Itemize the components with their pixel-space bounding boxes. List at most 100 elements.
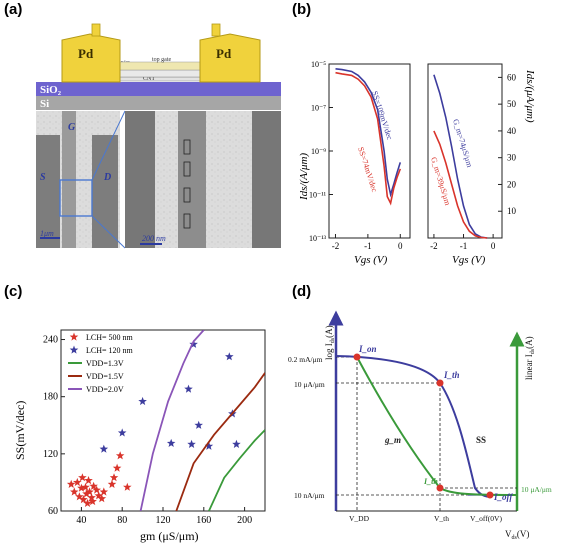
c-star-blue (187, 439, 196, 448)
c-star-red (109, 473, 119, 482)
b-left-ytick-label: 10⁻¹³ (309, 234, 327, 243)
b-right-ylabel: Ids/(μA/μm) (524, 69, 536, 123)
b-left-xlabel: Vgs (V) (354, 254, 388, 266)
top-gate (119, 61, 201, 71)
c-legend-label: LCH= 120 nm (86, 346, 134, 355)
b-left-xtick-label: 0 (398, 241, 403, 251)
device-cross-section: SiO₂ Si CNT HfO₂ top gate Pd Pd (36, 23, 281, 110)
d-label-ith-upper: I_th (443, 370, 460, 380)
d-ytick-ioff: 10 nA/μm (294, 491, 325, 500)
d-label-gm: g_m (384, 435, 401, 445)
b-right-series-red (433, 130, 488, 239)
zoom-box (59, 179, 93, 217)
panel-c: (c) 40 80 120 160 200 60 120 180 240 LCH= 500 nm L… (4, 283, 266, 543)
sem-image-right: 200 nm (125, 111, 281, 248)
c-ylabel: SS(mV/dec) (13, 401, 27, 460)
b-right-xtick-label: -1 (460, 241, 468, 251)
cnt-box-1 (183, 139, 191, 155)
d-label-ion: I_on (358, 344, 377, 354)
c-star-red (87, 493, 96, 502)
b-left-series-blue (335, 68, 402, 198)
scale-label-left: 1μm (40, 229, 54, 238)
c-ytick-label: 240 (43, 335, 58, 346)
c-star-red (115, 451, 125, 460)
c-star-red (123, 482, 132, 491)
cnt-layer (109, 76, 211, 82)
d-xtick-voff: V_off(0V) (470, 514, 502, 523)
panel-d: (d) I_on I_th I_th I_off g_m SS 0 (288, 283, 552, 541)
d-xlabel: Vds(V) (505, 529, 529, 541)
b-right-xtick-label: 0 (491, 241, 496, 251)
c-star-red (99, 487, 109, 496)
c-star-red (66, 479, 76, 488)
b-right-ytick-label: 20 (507, 179, 517, 189)
sem-electrode-left (125, 111, 155, 248)
c-ytick-label: 120 (43, 449, 58, 460)
d-xtick-vdd: V_DD (349, 514, 370, 523)
b-left-series-red (335, 71, 402, 206)
pd-pad-left (61, 33, 121, 83)
c-star-red (73, 477, 82, 487)
c-xlabel: gm (μS/μm) (140, 529, 199, 543)
panel-a: (a) SiO₂ Si CNT HfO₂ top gate Pd Pd (4, 1, 281, 249)
c-star-blue (232, 439, 241, 448)
d-gm-curve (356, 356, 518, 496)
sio2-label: SiO₂ (40, 84, 62, 96)
sio2-layer (36, 82, 281, 96)
cnt-box-4 (183, 213, 191, 229)
c-star-red (82, 489, 91, 498)
sem-image-left: G S D 1μm (36, 111, 120, 248)
b-right-series-blue (433, 74, 488, 239)
d-log-curve (335, 355, 493, 498)
b-left-annot-blue: SS=109mV/dec (370, 90, 394, 141)
pd-label-left: Pd (78, 46, 94, 61)
source-electrode (36, 135, 60, 248)
cnt-box-3 (183, 187, 191, 203)
panel-label-d: (d) (292, 283, 311, 300)
d-label-ith-lower: I_th (423, 477, 438, 486)
sem-gate (178, 111, 206, 248)
c-star-blue (184, 384, 193, 393)
c-xtick-label: 40 (76, 515, 86, 526)
c-xtick-label: 120 (156, 515, 171, 526)
panel-label-c: (c) (4, 283, 22, 300)
b-right-xlabel: Vgs (V) (452, 254, 486, 266)
gate-label: G (68, 122, 76, 133)
b-right-annot-red: G_m=39μS/μm (429, 156, 452, 207)
b-left-ytick-label: 10⁻⁹ (311, 147, 326, 156)
c-star-red (83, 498, 92, 507)
drain-label: D (103, 172, 111, 183)
d-point-ioff (486, 491, 494, 499)
si-layer (36, 96, 281, 110)
c-star-red (77, 483, 86, 492)
b-right-xtick-label: -2 (430, 241, 438, 251)
pd-right-stem (211, 23, 221, 37)
panel-b: (b) 10⁻¹³ 10⁻¹¹ 10⁻⁹ 10⁻⁷ 10⁻⁵ -2 -1 0 SS=109mV/… (292, 1, 536, 266)
b-right-ytick-label: 10 (507, 206, 517, 216)
c-star-red (94, 491, 103, 500)
b-left-xtick-label: -2 (332, 241, 340, 251)
c-star-blue (204, 441, 214, 450)
pd-left-stem (91, 23, 101, 37)
c-legend-marker (69, 345, 79, 354)
c-star-red (70, 487, 79, 496)
b-right-frame (427, 63, 503, 239)
b-left-xtick-label: -1 (364, 241, 372, 251)
cnt-label: CNT (143, 76, 155, 82)
hfo2-layer (109, 69, 211, 78)
c-legend-label: VDD=2.0V (86, 385, 124, 394)
chart-c: 40 80 120 160 200 60 120 180 240 LCH= 500 nm LCH= … (13, 329, 266, 543)
c-legend-label: VDD=1.3V (86, 359, 124, 368)
b-right-ytick-label: 30 (507, 153, 517, 163)
c-star-red (97, 494, 107, 503)
c-star-red (107, 479, 117, 488)
d-label-ioff: I_off (493, 492, 513, 502)
c-star-blue (138, 396, 147, 406)
c-star-blue (166, 438, 176, 447)
chart-b-left: 10⁻¹³ 10⁻¹¹ 10⁻⁹ 10⁻⁷ 10⁻⁵ -2 -1 0 SS=109mV/dec S… (298, 60, 411, 266)
b-left-ytick-label: 10⁻¹¹ (309, 191, 327, 200)
scale-label-right: 200 nm (142, 234, 166, 243)
c-star-red (89, 481, 98, 490)
b-left-annot-red: SS=74mV/dec (356, 146, 379, 194)
c-star-blue (99, 444, 109, 453)
